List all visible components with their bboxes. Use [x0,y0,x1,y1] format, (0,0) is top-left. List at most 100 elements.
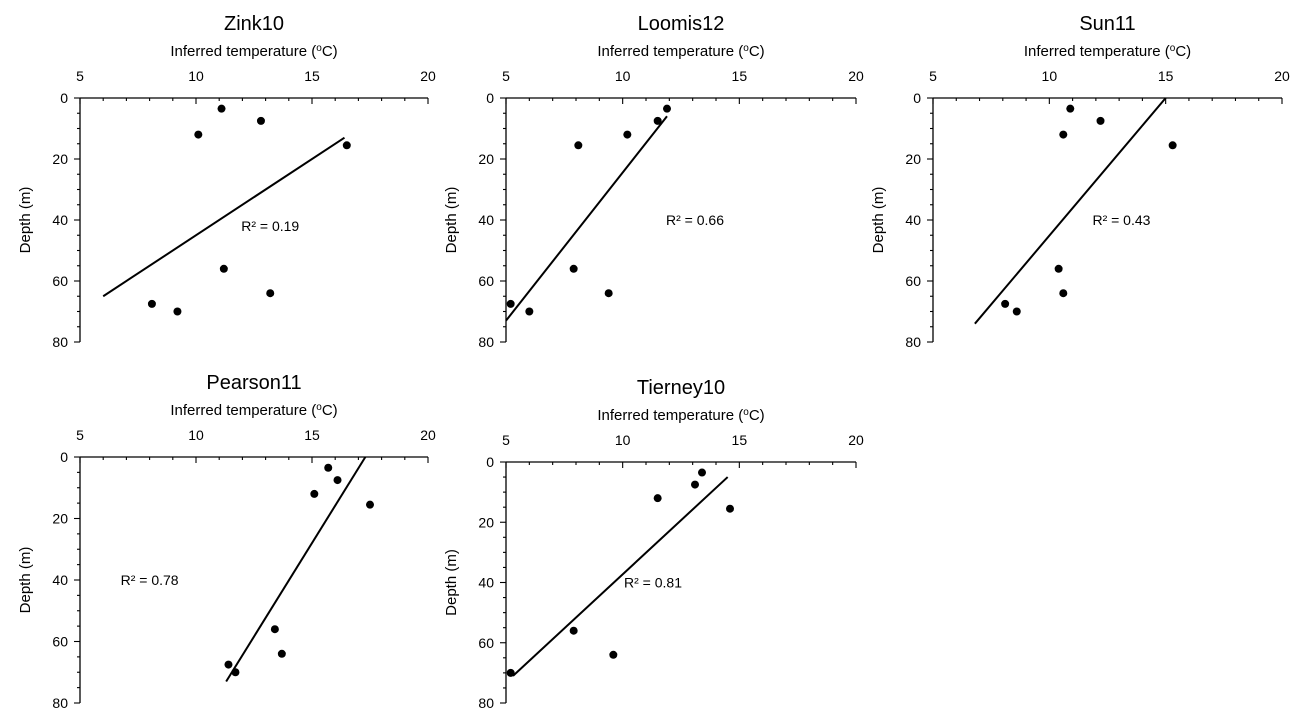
y-tick-label: 80 [52,334,68,350]
data-point [224,660,233,669]
x-tick-label: 10 [188,427,204,443]
y-tick-label: 60 [52,634,68,650]
x-tick-label: 20 [848,432,864,448]
y-tick-label: 20 [478,151,494,167]
data-point [194,130,203,139]
trend-line [225,456,367,683]
data-point [653,116,662,125]
data-point [1001,299,1010,308]
r-squared-label: R² = 0.43 [1092,212,1150,228]
x-tick-label: 15 [1158,68,1174,84]
data-point [270,625,279,634]
y-tick-label: 40 [905,212,921,228]
data-point [525,307,534,316]
x-axis-label: Inferred temperature (oC) [597,407,764,424]
data-point [1066,104,1075,113]
chart-panel-pearson11: Pearson11 Inferred temperature (oC) Depth … [17,372,436,709]
y-tick-label: 60 [52,273,68,289]
data-point [574,141,583,150]
x-tick-label: 20 [420,68,436,84]
data-point [653,494,662,503]
chart-panel-tierney10: Tierney10 Inferred temperature (oC) Depth … [443,377,864,709]
y-tick-label: 40 [52,572,68,588]
y-tick-label: 0 [60,90,68,106]
x-tick-label: 20 [1274,68,1290,84]
data-point [698,468,706,477]
data-point [691,480,699,489]
data-point [256,116,265,125]
x-tick-label: 15 [304,427,320,443]
chart-panel-loomis12: Loomis12 Inferred temperature (oC) Depth (… [443,13,864,350]
y-tick-label: 80 [905,334,921,350]
y-tick-label: 80 [478,334,494,350]
panel-title: Sun11 [1079,13,1135,35]
y-tick-label: 20 [478,514,494,530]
r-squared-label: R² = 0.19 [241,218,299,234]
x-tick-label: 15 [732,68,748,84]
y-tick-label: 20 [905,151,921,167]
trend-line [102,136,346,298]
data-point [219,264,228,273]
y-tick-label: 80 [478,695,494,709]
y-tick-label: 40 [478,212,494,228]
data-point [663,104,671,113]
x-tick-label: 5 [502,68,510,84]
x-axis-label: Inferred temperature (oC) [170,402,337,419]
x-tick-label: 20 [420,427,436,443]
data-point [310,489,319,498]
y-tick-label: 0 [486,90,494,106]
y-tick-label: 40 [478,575,494,591]
panel-title: Tierney10 [637,377,725,399]
data-point [506,668,515,677]
panel-title: Zink10 [224,13,284,35]
y-tick-label: 0 [486,454,494,470]
data-point [726,504,734,513]
y-tick-label: 20 [52,151,68,167]
y-tick-label: 60 [478,273,494,289]
y-tick-label: 20 [52,511,68,527]
data-point [609,650,618,659]
y-tick-label: 40 [52,212,68,228]
data-point [324,463,333,472]
data-point [333,476,342,485]
data-point [231,668,240,677]
x-tick-label: 5 [929,68,937,84]
data-point [1059,289,1068,298]
y-axis-label: Depth (m) [443,549,460,616]
x-tick-label: 10 [615,432,631,448]
x-axis-label: Inferred temperature (oC) [1024,43,1191,60]
trend-line [974,97,1167,325]
x-axis-label: Inferred temperature (oC) [597,43,764,60]
data-point [173,307,182,316]
x-tick-label: 20 [848,68,864,84]
r-squared-label: R² = 0.66 [666,212,724,228]
x-tick-label: 5 [502,432,510,448]
data-point [506,299,515,308]
x-tick-label: 15 [304,68,320,84]
data-point [1168,141,1177,150]
data-point [277,649,286,658]
panel-title: Pearson11 [206,372,301,394]
y-tick-label: 0 [60,449,68,465]
y-tick-label: 80 [52,695,68,709]
data-point [342,141,351,150]
y-tick-label: 60 [478,635,494,651]
trend-line [505,115,668,322]
data-point [147,299,156,308]
y-axis-label: Depth (m) [17,547,34,614]
data-point [569,264,578,273]
x-tick-label: 10 [188,68,204,84]
data-point [569,626,578,635]
chart-panel-sun11: Sun11 Inferred temperature (oC) Depth (m) 5… [870,13,1290,350]
data-point [1054,264,1063,273]
data-point [366,500,374,509]
data-point [266,289,275,298]
x-tick-label: 5 [76,427,84,443]
r-squared-label: R² = 0.81 [624,575,682,591]
x-tick-label: 10 [615,68,631,84]
panel-title: Loomis12 [638,13,725,35]
x-tick-label: 5 [76,68,84,84]
data-point [1012,307,1021,316]
y-axis-label: Depth (m) [870,187,887,254]
